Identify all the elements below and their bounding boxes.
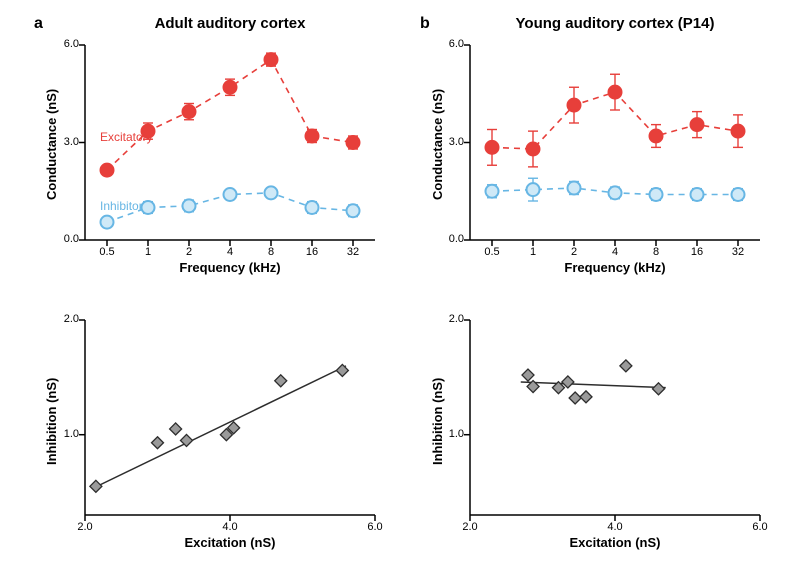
- x-tick-label: 1: [521, 246, 545, 258]
- ylabel-b-bot: Inhibition (nS): [430, 378, 445, 465]
- chart-b-top: [470, 45, 760, 240]
- xlabel-a-bot: Excitation (nS): [85, 535, 375, 550]
- x-tick-label: 2: [562, 246, 586, 258]
- x-tick-label: 16: [300, 246, 324, 258]
- x-tick-label: 2: [177, 246, 201, 258]
- x-tick-label: 2.0: [456, 521, 484, 533]
- x-tick-label: 6.0: [361, 521, 389, 533]
- x-tick-label: 2.0: [71, 521, 99, 533]
- figure-root: { "layout": { "width": 800, "height": 57…: [0, 0, 800, 579]
- x-tick-label: 8: [644, 246, 668, 258]
- y-tick-label: 3.0: [440, 136, 464, 148]
- panel-label-a: a: [34, 15, 43, 33]
- x-tick-label: 0.5: [480, 246, 504, 258]
- panel-label-b: b: [420, 15, 430, 33]
- chart-a-bottom: [85, 320, 375, 515]
- x-tick-label: 16: [685, 246, 709, 258]
- y-tick-label: 3.0: [55, 136, 79, 148]
- chart-a-top: [85, 45, 375, 240]
- y-tick-label: 0.0: [440, 233, 464, 245]
- x-tick-label: 1: [136, 246, 160, 258]
- ylabel-a-bot: Inhibition (nS): [44, 378, 59, 465]
- x-tick-label: 4.0: [601, 521, 629, 533]
- y-tick-label: 1.0: [55, 428, 79, 440]
- y-tick-label: 2.0: [440, 313, 464, 325]
- x-tick-label: 8: [259, 246, 283, 258]
- y-tick-label: 0.0: [55, 233, 79, 245]
- x-tick-label: 4.0: [216, 521, 244, 533]
- x-tick-label: 6.0: [746, 521, 774, 533]
- y-tick-label: 2.0: [55, 313, 79, 325]
- x-tick-label: 4: [603, 246, 627, 258]
- y-tick-label: 6.0: [55, 38, 79, 50]
- x-tick-label: 4: [218, 246, 242, 258]
- xlabel-a-top: Frequency (kHz): [85, 260, 375, 275]
- xlabel-b-top: Frequency (kHz): [470, 260, 760, 275]
- title-a: Adult auditory cortex: [85, 15, 375, 32]
- x-tick-label: 0.5: [95, 246, 119, 258]
- title-b: Young auditory cortex (P14): [470, 15, 760, 32]
- x-tick-label: 32: [726, 246, 750, 258]
- chart-b-bottom: [470, 320, 760, 515]
- x-tick-label: 32: [341, 246, 365, 258]
- xlabel-b-bot: Excitation (nS): [470, 535, 760, 550]
- y-tick-label: 6.0: [440, 38, 464, 50]
- y-tick-label: 1.0: [440, 428, 464, 440]
